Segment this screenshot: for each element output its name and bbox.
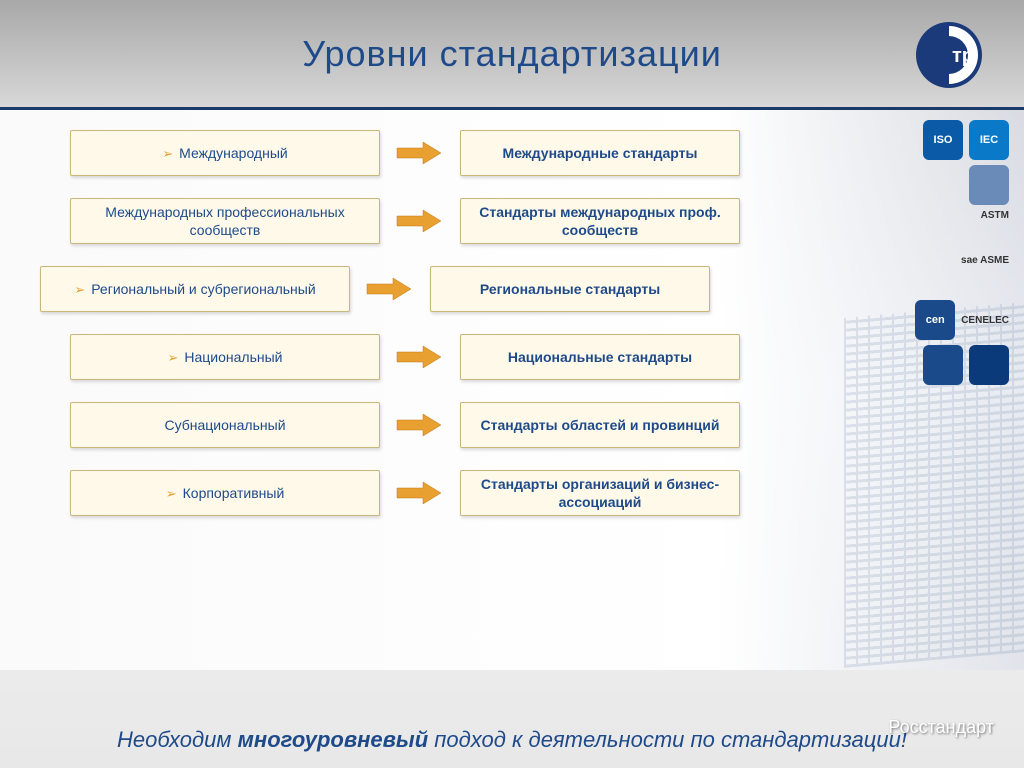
org-badge-icon: [923, 345, 963, 385]
svg-text:тр: тр: [952, 45, 974, 67]
org-icons-group: [969, 165, 1009, 205]
org-icons-group: [923, 345, 1009, 385]
level-name: ➢Региональный и субрегиональный: [74, 280, 315, 299]
level-name-box: ➢Международный: [70, 130, 380, 176]
header: Уровни стандартизации тр: [0, 0, 1024, 110]
level-name-box: ➢Корпоративный: [70, 470, 380, 516]
arrow-icon: [395, 410, 445, 440]
org-icons-group: sae ASME: [961, 255, 1009, 266]
arrow-icon: [395, 206, 445, 236]
level-name-box: Международных профессиональных сообществ: [70, 198, 380, 244]
org-text-label: ASTM: [981, 210, 1009, 221]
bullet-icon: ➢: [167, 350, 178, 365]
arrow-icon: [395, 478, 445, 508]
level-name: Субнациональный: [164, 416, 285, 434]
org-badge-icon: IEC: [969, 120, 1009, 160]
footer: Необходим многоуровневый подход к деятел…: [0, 727, 1024, 753]
bullet-icon: ➢: [74, 282, 85, 297]
content-area: ➢Международный Международные стандартыМе…: [0, 110, 1024, 670]
org-icons-group: ASTM: [981, 210, 1009, 221]
standard-name: Стандарты организаций и бизнес-ассоциаци…: [471, 475, 729, 511]
org-badge-icon: [969, 345, 1009, 385]
org-text-label: CENELEC: [961, 315, 1009, 326]
standard-name-box: Стандарты областей и провинций: [460, 402, 740, 448]
level-row: ➢Международный Международные стандарты: [40, 130, 984, 176]
org-icons-group: cen CENELEC: [915, 300, 1009, 340]
level-row: Субнациональный Стандарты областей и про…: [40, 402, 984, 448]
level-row: ➢Региональный и субрегиональный Регионал…: [40, 266, 984, 312]
bullet-icon: ➢: [166, 486, 177, 501]
arrow-icon: [395, 342, 445, 372]
level-row: Международных профессиональных сообществ…: [40, 198, 984, 244]
org-badge-icon: ISO: [923, 120, 963, 160]
tp-logo-icon: тр: [914, 20, 984, 90]
standard-name: Национальные стандарты: [508, 348, 692, 366]
bullet-icon: ➢: [162, 146, 173, 161]
level-row: ➢Корпоративный Стандарты организаций и б…: [40, 470, 984, 516]
level-name-box: ➢Региональный и субрегиональный: [40, 266, 350, 312]
org-badge-icon: [969, 165, 1009, 205]
arrow-icon: [365, 274, 415, 304]
standard-name: Международные стандарты: [503, 144, 698, 162]
standard-name: Стандарты областей и провинций: [481, 416, 720, 434]
level-name: ➢Корпоративный: [166, 484, 285, 503]
standard-name-box: Национальные стандарты: [460, 334, 740, 380]
standard-name-box: Региональные стандарты: [430, 266, 710, 312]
footer-text: Необходим многоуровневый подход к деятел…: [0, 727, 1024, 753]
level-name: Международных профессиональных сообществ: [81, 203, 369, 239]
standard-name: Стандарты международных проф. сообществ: [471, 203, 729, 239]
standard-name-box: Стандарты организаций и бизнес-ассоциаци…: [460, 470, 740, 516]
standard-name-box: Стандарты международных проф. сообществ: [460, 198, 740, 244]
rosstandart-label: Росстандарт: [888, 717, 994, 738]
standard-name-box: Международные стандарты: [460, 130, 740, 176]
org-badge-icon: cen: [915, 300, 955, 340]
level-row: ➢Национальный Национальные стандарты: [40, 334, 984, 380]
level-name: ➢Национальный: [167, 348, 282, 367]
org-text-label: sae ASME: [961, 255, 1009, 266]
page-title: Уровни стандартизации: [302, 33, 722, 75]
standard-name: Региональные стандарты: [480, 280, 660, 298]
level-name-box: ➢Национальный: [70, 334, 380, 380]
level-name-box: Субнациональный: [70, 402, 380, 448]
org-icons-group: ISOIEC: [923, 120, 1009, 160]
arrow-icon: [395, 138, 445, 168]
level-name: ➢Международный: [162, 144, 287, 163]
